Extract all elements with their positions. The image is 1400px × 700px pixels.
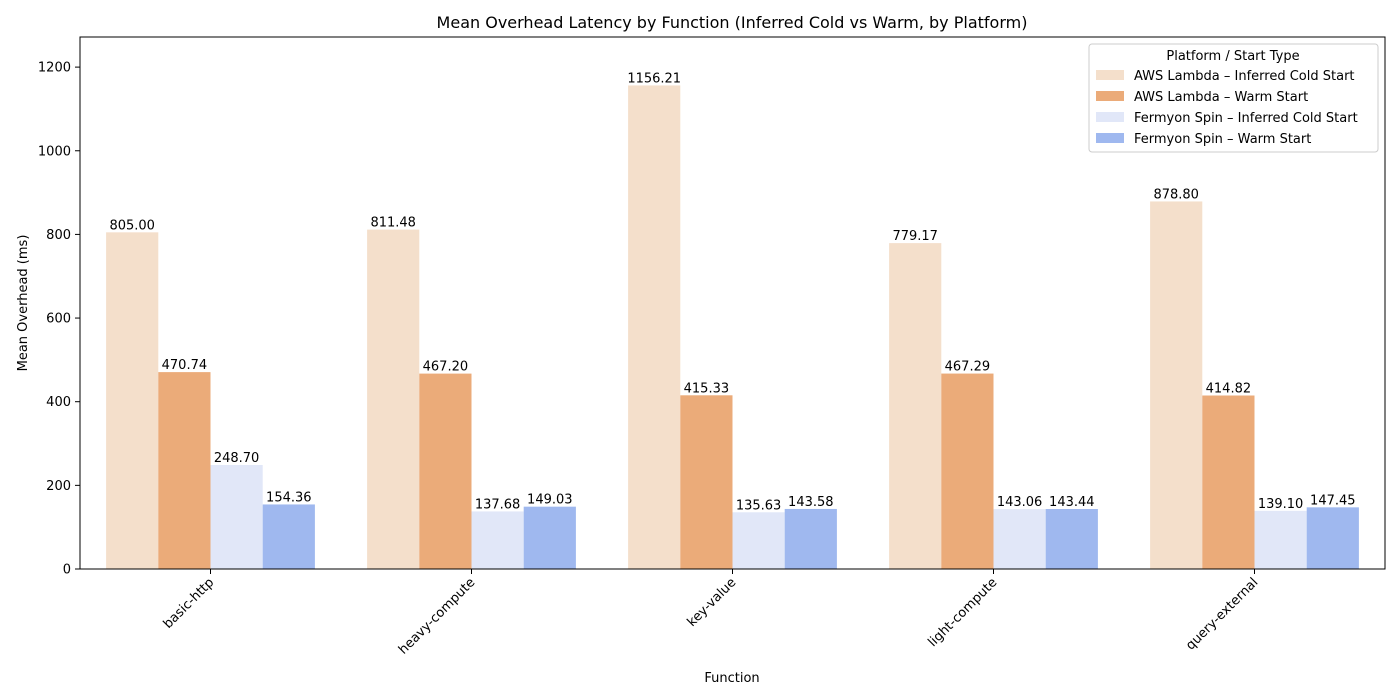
x-tick-label: key-value [685,575,740,630]
legend-frame [1088,43,1379,153]
bar-value-label: 467.29 [945,360,991,375]
bar [419,373,472,569]
bar-value-label: 143.44 [1049,495,1095,510]
bar-value-label: 248.70 [214,451,260,466]
bar-value-label: 143.58 [788,495,834,510]
legend-label: Fermyon Spin – Inferred Cold Start [1134,111,1358,126]
bar [628,85,681,570]
bar [1150,201,1203,569]
bar [680,395,733,569]
bar-value-label: 154.36 [266,490,312,505]
bar [889,243,942,569]
bar-value-label: 135.63 [736,498,782,513]
bar [471,511,524,569]
bar [1306,507,1359,569]
bar [1045,509,1098,569]
bar-value-label: 811.48 [370,216,416,231]
bar-value-label: 415.33 [684,381,730,396]
bar [784,508,837,569]
legend-label: AWS Lambda – Warm Start [1134,90,1308,105]
x-tick-label: heavy-compute [396,575,478,657]
bar [158,372,211,569]
bar-value-label: 143.06 [997,495,1043,510]
chart-title: Mean Overhead Latency by Function (Infer… [437,13,1028,32]
y-tick-label: 0 [63,563,71,578]
legend-title: Platform / Start Type [1166,49,1299,64]
bar [210,464,263,569]
bar-value-label: 149.03 [527,493,573,508]
bar-value-label: 878.80 [1153,187,1199,202]
x-axis-label: Function [704,671,759,686]
legend-swatch [1096,133,1124,143]
bar-value-label: 779.17 [892,229,938,244]
bar [993,509,1046,569]
bar [1254,510,1307,569]
legend-swatch [1096,112,1124,122]
legend-swatch [1096,91,1124,101]
y-axis-label: Mean Overhead (ms) [16,235,31,372]
y-axis: 0 200 400 600 800 1000 1200 [38,61,80,578]
y-tick-label: 200 [46,479,71,494]
legend-swatch [1096,70,1124,80]
y-tick-label: 1200 [38,61,71,76]
bar [941,373,994,569]
bar-value-label: 1156.21 [627,71,681,86]
bar [106,232,159,569]
bar-value-label: 805.00 [109,218,155,233]
bar [262,504,315,569]
bar-value-label: 137.68 [475,497,521,512]
bar-value-label: 139.10 [1258,497,1304,512]
x-tick-label: light-compute [925,575,1000,650]
y-tick-label: 400 [46,395,71,410]
bar-value-label: 467.20 [423,360,469,375]
bar-value-label: 147.45 [1310,493,1356,508]
x-axis: basic-http heavy-compute key-value light-co… [161,569,1261,658]
bars-group [106,85,1359,570]
plot-frame [79,36,1386,570]
x-tick-label: basic-http [161,575,218,632]
legend-label: Fermyon Spin – Warm Start [1134,132,1311,147]
y-tick-label: 600 [46,312,71,327]
bar-value-label: 414.82 [1206,382,1252,397]
bar [732,512,785,569]
legend-label: AWS Lambda – Inferred Cold Start [1134,69,1355,84]
legend-items: AWS Lambda – Inferred Cold Start AWS Lamb… [1096,69,1358,147]
bar [1202,395,1255,569]
bar-value-label: 470.74 [162,358,208,373]
x-tick-label: query-external [1183,575,1261,653]
y-tick-label: 800 [46,228,71,243]
bar-labels-group: 805.00 470.74 248.70 154.36 811.48 467.20 137.… [109,71,1355,513]
bar [523,506,576,569]
bar [367,229,420,569]
y-tick-label: 1000 [38,144,71,159]
legend[interactable]: Platform / Start Type AWS Lambda – Infer… [1088,43,1379,153]
